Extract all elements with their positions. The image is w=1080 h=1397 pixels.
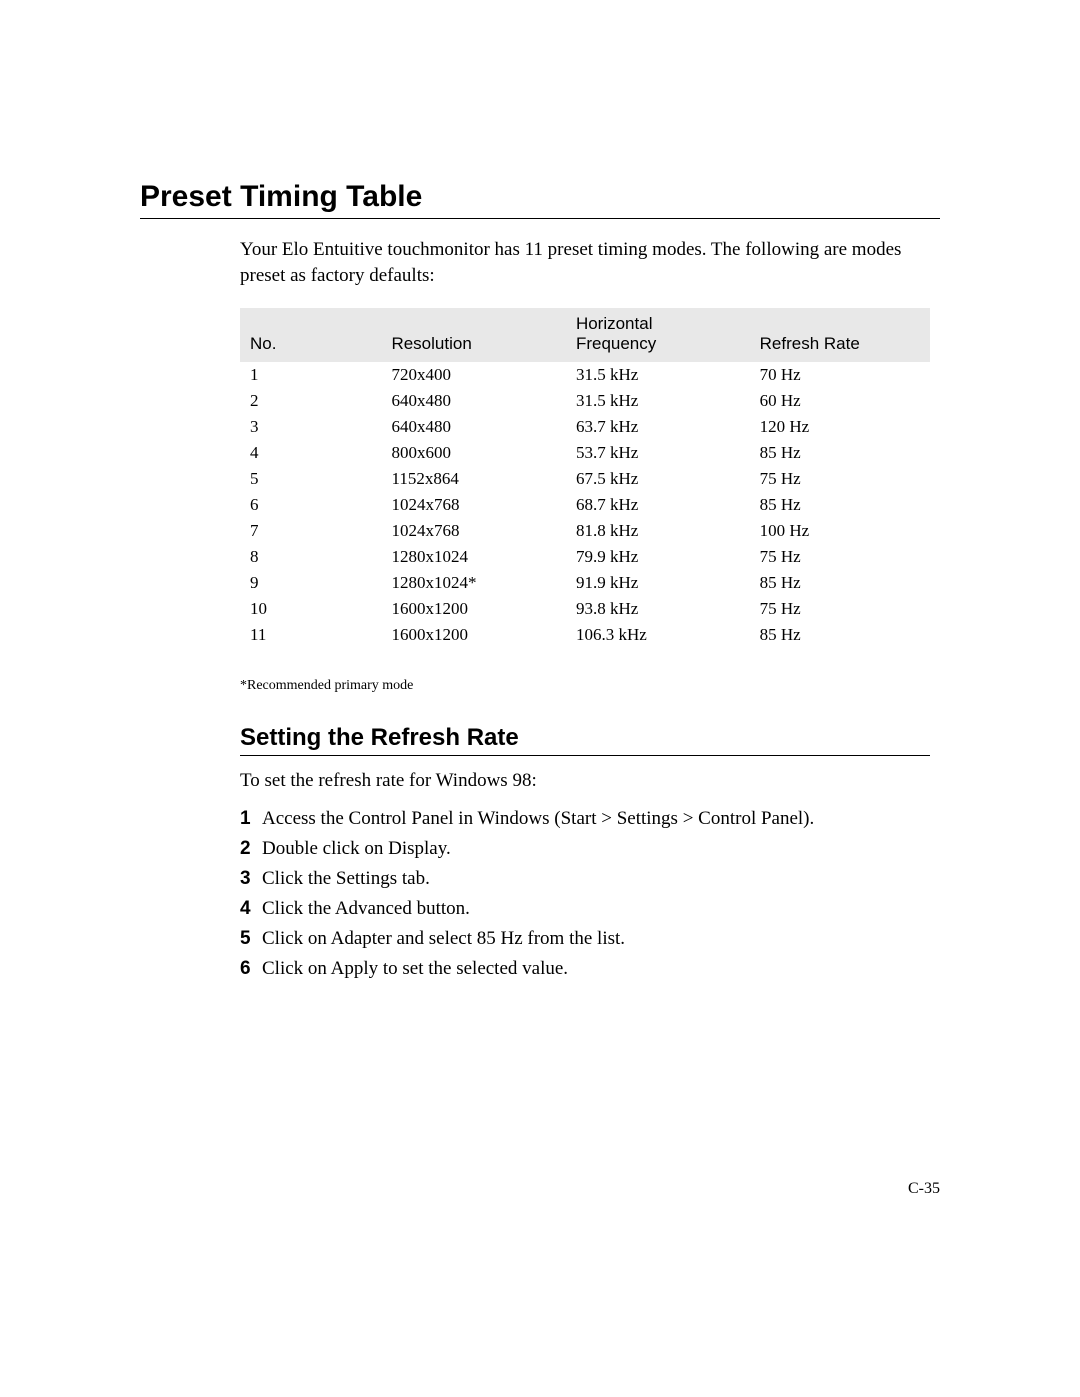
table-row: 4800x60053.7 kHz85 Hz (240, 440, 930, 466)
step-item: 2Double click on Display. (240, 834, 940, 864)
cell-res: 800x600 (381, 440, 565, 466)
step-number: 1 (240, 808, 262, 830)
cell-no: 3 (240, 414, 381, 440)
col-header-resolution: Resolution (381, 308, 565, 362)
intro-paragraph: Your Elo Entuitive touchmonitor has 11 p… (240, 237, 940, 288)
cell-res: 1280x1024* (381, 570, 565, 596)
table-row: 1720x40031.5 kHz70 Hz (240, 362, 930, 388)
cell-res: 1600x1200 (381, 596, 565, 622)
footnote: *Recommended primary mode (240, 678, 940, 694)
cell-rate: 75 Hz (750, 596, 930, 622)
table-body: 1720x40031.5 kHz70 Hz2640x48031.5 kHz60 … (240, 362, 930, 648)
cell-rate: 100 Hz (750, 518, 930, 544)
table-row: 3640x48063.7 kHz120 Hz (240, 414, 930, 440)
cell-no: 1 (240, 362, 381, 388)
cell-res: 1024x768 (381, 492, 565, 518)
step-item: 3Click the Settings tab. (240, 864, 940, 894)
step-number: 4 (240, 898, 262, 920)
cell-freq: 93.8 kHz (566, 596, 750, 622)
cell-no: 4 (240, 440, 381, 466)
document-page: Preset Timing Table Your Elo Entuitive t… (0, 0, 1080, 984)
cell-no: 5 (240, 466, 381, 492)
cell-rate: 85 Hz (750, 570, 930, 596)
cell-rate: 120 Hz (750, 414, 930, 440)
cell-freq: 79.9 kHz (566, 544, 750, 570)
step-number: 6 (240, 958, 262, 980)
step-item: 6Click on Apply to set the selected valu… (240, 954, 940, 984)
cell-no: 6 (240, 492, 381, 518)
table-row: 51152x86467.5 kHz75 Hz (240, 466, 930, 492)
col-header-refresh: Refresh Rate (750, 308, 930, 362)
table-row: 71024x76881.8 kHz100 Hz (240, 518, 930, 544)
cell-freq: 67.5 kHz (566, 466, 750, 492)
cell-freq: 81.8 kHz (566, 518, 750, 544)
cell-res: 1024x768 (381, 518, 565, 544)
step-item: 5Click on Adapter and select 85 Hz from … (240, 924, 940, 954)
col-header-frequency: Horizontal Frequency (566, 308, 750, 362)
timing-table: No. Resolution Horizontal Frequency Refr… (240, 308, 930, 648)
cell-rate: 85 Hz (750, 492, 930, 518)
cell-freq: 91.9 kHz (566, 570, 750, 596)
table-row: 111600x1200106.3 kHz85 Hz (240, 622, 930, 648)
cell-res: 640x480 (381, 414, 565, 440)
cell-no: 10 (240, 596, 381, 622)
cell-freq: 53.7 kHz (566, 440, 750, 466)
step-text: Double click on Display. (262, 838, 451, 859)
subsection-intro: To set the refresh rate for Windows 98: (240, 770, 940, 792)
subsection-title: Setting the Refresh Rate (240, 724, 930, 756)
table-header-row: No. Resolution Horizontal Frequency Refr… (240, 308, 930, 362)
cell-freq: 68.7 kHz (566, 492, 750, 518)
page-number: C-35 (908, 1180, 940, 1198)
section-title: Preset Timing Table (140, 180, 940, 219)
cell-freq: 63.7 kHz (566, 414, 750, 440)
step-item: 4Click the Advanced button. (240, 894, 940, 924)
step-text: Click on Adapter and select 85 Hz from t… (262, 928, 625, 949)
cell-rate: 70 Hz (750, 362, 930, 388)
cell-no: 7 (240, 518, 381, 544)
cell-rate: 75 Hz (750, 466, 930, 492)
cell-rate: 75 Hz (750, 544, 930, 570)
step-text: Click the Advanced button. (262, 898, 470, 919)
cell-freq: 31.5 kHz (566, 362, 750, 388)
step-text: Click the Settings tab. (262, 868, 430, 889)
cell-freq: 31.5 kHz (566, 388, 750, 414)
col-header-frequency-line1: Horizontal (576, 314, 653, 333)
cell-no: 2 (240, 388, 381, 414)
table-row: 81280x102479.9 kHz75 Hz (240, 544, 930, 570)
cell-no: 8 (240, 544, 381, 570)
cell-rate: 85 Hz (750, 440, 930, 466)
cell-res: 1280x1024 (381, 544, 565, 570)
step-text: Click on Apply to set the selected value… (262, 958, 568, 979)
step-number: 3 (240, 868, 262, 890)
table-row: 101600x120093.8 kHz75 Hz (240, 596, 930, 622)
steps-list: 1Access the Control Panel in Windows (St… (240, 804, 940, 984)
table-row: 91280x1024*91.9 kHz85 Hz (240, 570, 930, 596)
cell-res: 1152x864 (381, 466, 565, 492)
cell-res: 1600x1200 (381, 622, 565, 648)
cell-rate: 85 Hz (750, 622, 930, 648)
step-number: 2 (240, 838, 262, 860)
cell-res: 720x400 (381, 362, 565, 388)
cell-freq: 106.3 kHz (566, 622, 750, 648)
col-header-no: No. (240, 308, 381, 362)
step-text: Access the Control Panel in Windows (Sta… (262, 808, 814, 829)
cell-rate: 60 Hz (750, 388, 930, 414)
step-number: 5 (240, 928, 262, 950)
cell-no: 9 (240, 570, 381, 596)
cell-res: 640x480 (381, 388, 565, 414)
table-row: 61024x76868.7 kHz85 Hz (240, 492, 930, 518)
cell-no: 11 (240, 622, 381, 648)
table-row: 2640x48031.5 kHz60 Hz (240, 388, 930, 414)
col-header-frequency-line2: Frequency (576, 334, 656, 353)
step-item: 1Access the Control Panel in Windows (St… (240, 804, 940, 834)
